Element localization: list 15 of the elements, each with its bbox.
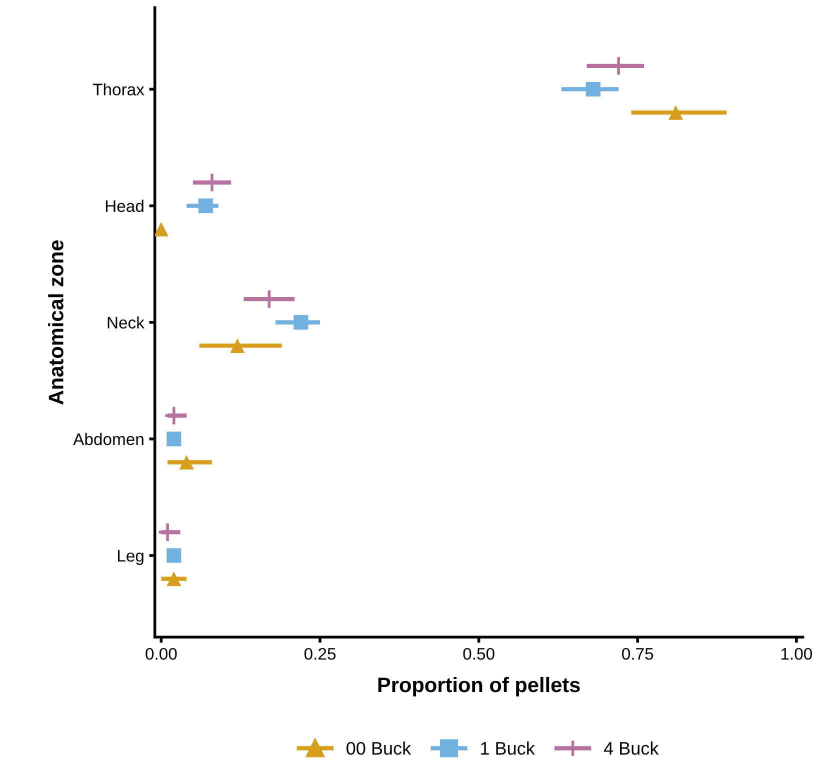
y-tick-label: Head xyxy=(106,200,144,212)
y-tick-label: Leg xyxy=(118,550,144,566)
x-tick-label: 0.00 xyxy=(146,648,177,660)
legend-label: 00 Buck xyxy=(346,741,412,755)
y-tick-label: Neck xyxy=(108,316,144,329)
y-tick-label: Thorax xyxy=(92,83,144,96)
legend-label: 1 Buck xyxy=(481,741,535,755)
x-axis-title: Proportion of pellets xyxy=(378,676,580,696)
x-tick-label: 1.00 xyxy=(781,648,812,660)
y-tick-label: Abdomen xyxy=(73,432,144,446)
x-tick-label: 0.25 xyxy=(304,648,336,660)
x-tick-label: 0.75 xyxy=(622,648,654,660)
legend-label: 4 Buck xyxy=(604,741,659,755)
x-tick-label: 0.50 xyxy=(463,648,494,660)
y-axis-title: Anatomical zone xyxy=(48,240,64,405)
